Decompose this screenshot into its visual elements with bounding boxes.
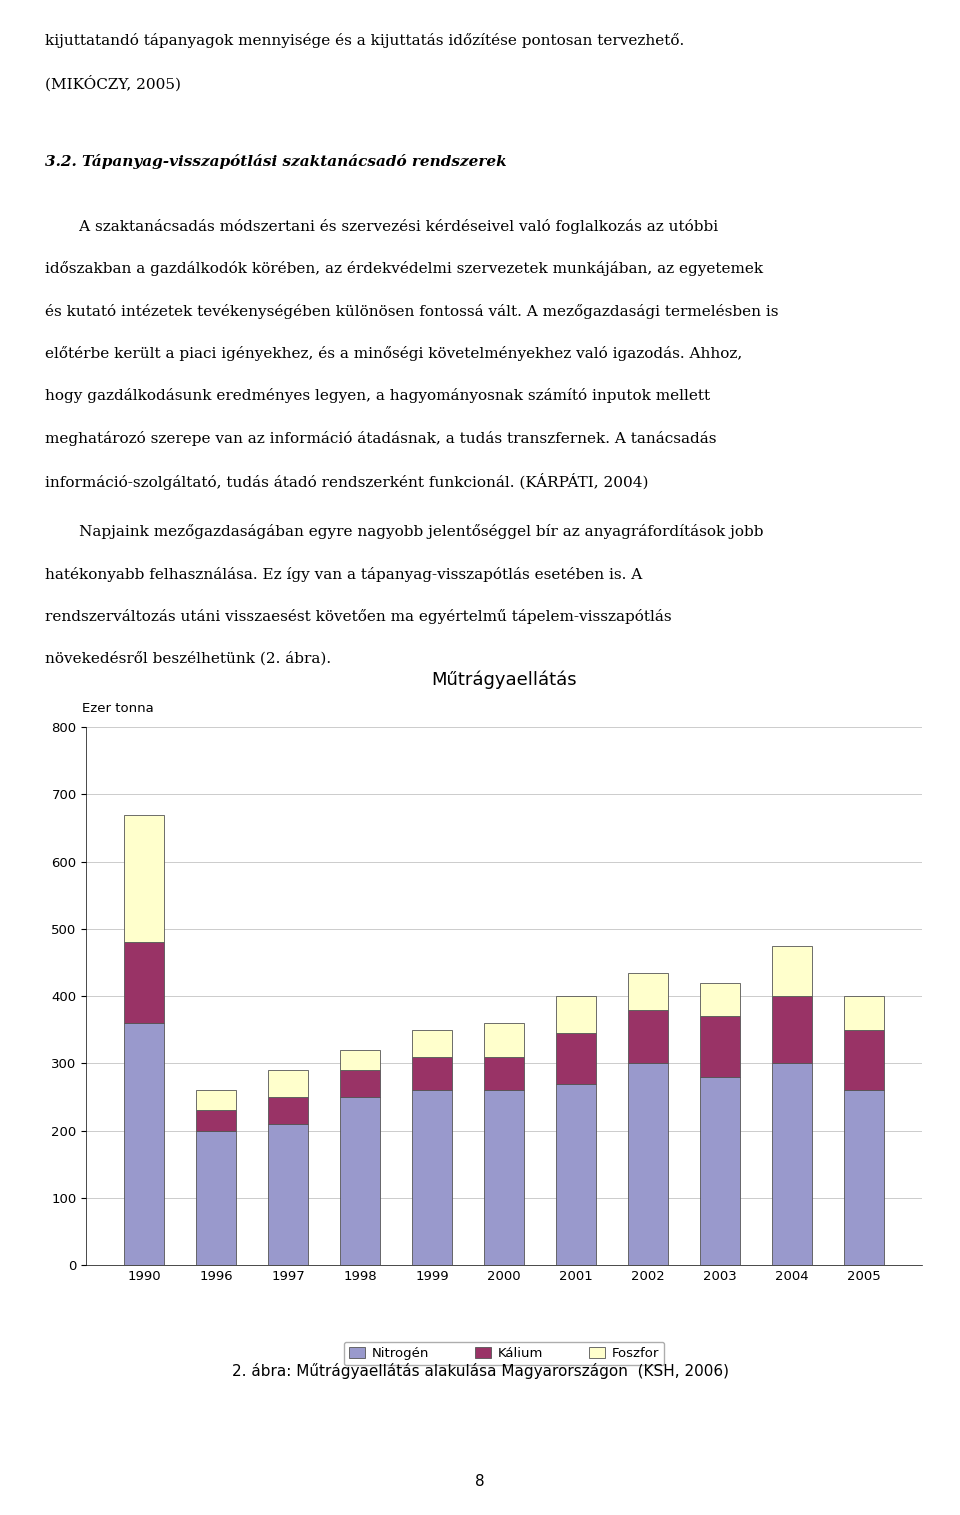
Bar <box>197 1091 236 1110</box>
Bar <box>340 1050 380 1070</box>
Bar <box>125 942 164 1023</box>
Bar <box>268 1097 308 1124</box>
Text: hatékonyabb felhasználása. Ez így van a tápanyag-visszapótlás esetében is. A: hatékonyabb felhasználása. Ez így van a … <box>45 567 642 582</box>
Text: (MIKÓCZY, 2005): (MIKÓCZY, 2005) <box>45 76 181 92</box>
Bar <box>412 1056 452 1091</box>
Text: meghatározó szerepe van az információ átadásnak, a tudás transzfernek. A tanácsa: meghatározó szerepe van az információ át… <box>45 430 716 445</box>
Bar <box>628 1009 668 1064</box>
Text: hogy gazdálkodásunk eredményes legyen, a hagyományosnak számító inputok mellett: hogy gazdálkodásunk eredményes legyen, a… <box>45 388 710 403</box>
Bar <box>844 1030 883 1091</box>
Bar <box>125 1023 164 1265</box>
Text: kijuttatandó tápanyagok mennyisége és a kijuttatás időzítése pontosan tervezhető: kijuttatandó tápanyagok mennyisége és a … <box>45 33 684 48</box>
Text: növekedésről beszélhetünk (2. ábra).: növekedésről beszélhetünk (2. ábra). <box>45 651 331 665</box>
Bar <box>340 1070 380 1097</box>
Bar <box>268 1124 308 1265</box>
Bar <box>628 973 668 1009</box>
Bar <box>412 1091 452 1265</box>
Bar <box>772 945 811 997</box>
Bar <box>556 1033 596 1083</box>
Text: előtérbe került a piaci igényekhez, és a minőségi követelményekhez való igazodás: előtérbe került a piaci igényekhez, és a… <box>45 345 742 361</box>
Bar <box>700 983 740 1017</box>
Bar <box>197 1110 236 1130</box>
Text: 8: 8 <box>475 1474 485 1489</box>
Bar <box>484 1023 524 1056</box>
Bar <box>484 1091 524 1265</box>
Bar <box>197 1130 236 1265</box>
Text: Ezer tonna: Ezer tonna <box>82 701 154 715</box>
Text: 2. ábra: Műtrágyaellátás alakulása Magyarországon  (KSH, 2006): 2. ábra: Műtrágyaellátás alakulása Magya… <box>231 1364 729 1379</box>
Bar <box>700 1077 740 1265</box>
Bar <box>556 1083 596 1265</box>
Bar <box>556 997 596 1033</box>
Bar <box>844 997 883 1030</box>
Text: és kutató intézetek tevékenységében különösen fontossá vált. A mezőgazdasági ter: és kutató intézetek tevékenységében külö… <box>45 303 779 318</box>
Bar <box>772 997 811 1064</box>
Text: rendszerváltozás utáni visszaesést követően ma egyértelmű tápelem-visszapótlás: rendszerváltozás utáni visszaesést követ… <box>45 609 672 624</box>
Text: Műtrágyaellátás: Műtrágyaellátás <box>431 671 577 689</box>
Text: A szaktanácsadás módszertani és szervezési kérdéseivel való foglalkozás az utóbb: A szaktanácsadás módszertani és szervezé… <box>45 218 718 233</box>
Bar <box>772 1064 811 1265</box>
Bar <box>268 1070 308 1097</box>
Bar <box>484 1056 524 1091</box>
Legend: Nitrogén, Kálium, Foszfor: Nitrogén, Kálium, Foszfor <box>344 1342 664 1365</box>
Bar <box>340 1097 380 1265</box>
Bar <box>125 815 164 942</box>
Text: információ-szolgáltató, tudás átadó rendszerként funkcionál. (KÁRPÁTI, 2004): információ-szolgáltató, tudás átadó rend… <box>45 473 649 491</box>
Text: Napjaink mezőgazdaságában egyre nagyobb jelentőséggel bír az anyagráfordítások j: Napjaink mezőgazdaságában egyre nagyobb … <box>45 524 763 539</box>
Bar <box>844 1091 883 1265</box>
Bar <box>700 1017 740 1077</box>
Bar <box>628 1064 668 1265</box>
Text: időszakban a gazdálkodók körében, az érdekvédelmi szervezetek munkájában, az egy: időszakban a gazdálkodók körében, az érd… <box>45 261 763 276</box>
Bar <box>412 1030 452 1056</box>
Text: 3.2. Tápanyag-visszapótlási szaktanácsadó rendszerek: 3.2. Tápanyag-visszapótlási szaktanácsad… <box>45 153 507 168</box>
